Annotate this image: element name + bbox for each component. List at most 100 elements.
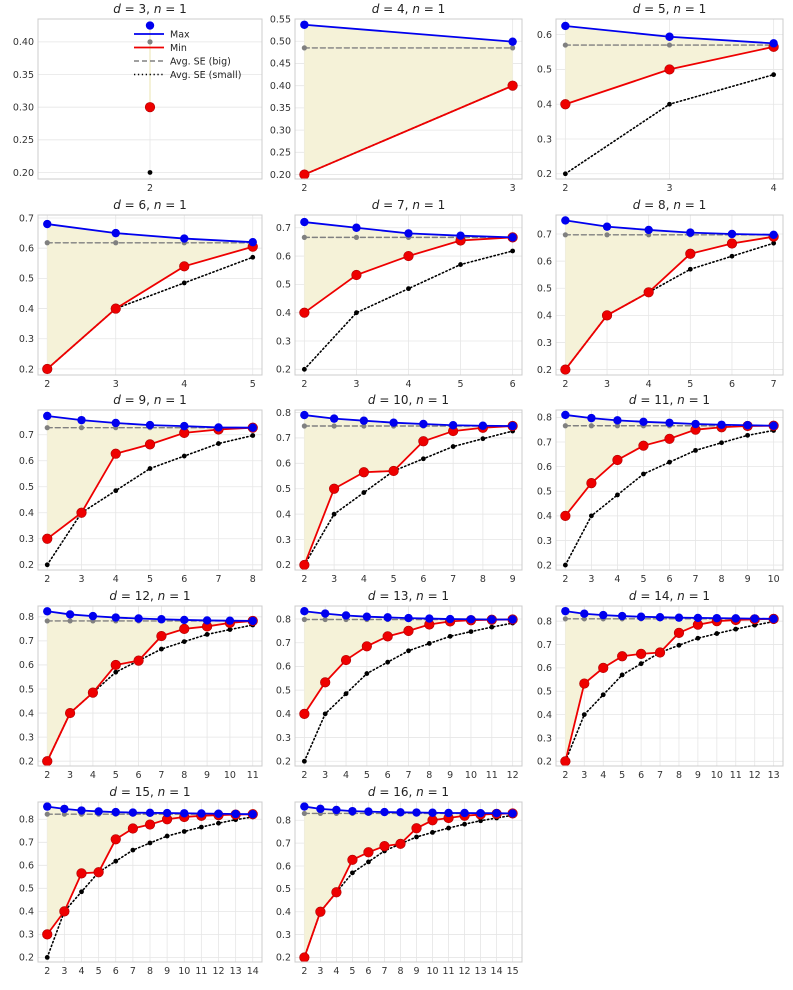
- max-point: [476, 809, 485, 818]
- title-n-value: = 1: [424, 589, 449, 603]
- x-tick-label: 14: [247, 966, 259, 977]
- y-tick-label: 0.6: [19, 456, 34, 467]
- panel-title: d = 6, n = 1: [113, 198, 187, 212]
- se-big-point: [301, 234, 307, 240]
- title-n-symbol: n: [673, 2, 681, 16]
- max-point: [561, 216, 570, 225]
- y-tick-label: 0.50: [270, 37, 291, 48]
- panel-title: d = 8, n = 1: [633, 198, 707, 212]
- x-tick-label: 3: [353, 379, 359, 390]
- max-point: [769, 421, 778, 430]
- se-big-point: [322, 616, 328, 623]
- panel-frame: [37, 214, 263, 376]
- title-d-symbol: d: [113, 393, 121, 407]
- max-point: [743, 421, 752, 430]
- title-n-symbol: n: [154, 198, 162, 212]
- min-point: [179, 623, 190, 634]
- min-point: [664, 64, 675, 75]
- y-tick-label: 0.2: [276, 560, 291, 571]
- se-big-point: [361, 423, 367, 429]
- max-point: [362, 612, 372, 621]
- title-n-value: = 1: [424, 393, 449, 407]
- max-point: [428, 808, 437, 817]
- y-tick-label: 0.4: [19, 304, 34, 315]
- panel-d7: 2 3 4 5 6 0.2 0.3 0.4 0.5 0.6 0.7 d = 7, n = 1: [276, 198, 523, 390]
- se-small-point: [406, 648, 411, 654]
- x-tick-label: 9: [745, 574, 751, 585]
- y-tick-label: 0.3: [537, 536, 552, 547]
- x-tick-label: 4: [333, 966, 339, 977]
- y-tick-label: 0.7: [19, 838, 34, 849]
- min-point: [179, 261, 190, 272]
- x-tick-label: 2: [44, 379, 50, 390]
- x-tick-label: 9: [204, 770, 210, 781]
- title-d-symbol: d: [368, 785, 376, 799]
- max-point: [599, 610, 608, 620]
- min-point: [579, 678, 590, 689]
- y-tick-label: 0.3: [537, 338, 552, 349]
- y-tick-label: 0.4: [537, 311, 552, 322]
- x-tick-label: 5: [391, 574, 397, 585]
- se-small-point: [695, 635, 701, 641]
- y-tick-label: 0.8: [276, 816, 291, 827]
- se-small-point: [510, 248, 516, 254]
- x-tick-label: 5: [619, 770, 625, 781]
- se-small-point: [458, 262, 463, 267]
- y-tick-label: 0.7: [19, 213, 34, 224]
- min-point: [156, 630, 167, 642]
- y-tick-label: 0.3: [537, 134, 552, 145]
- se-big-point: [44, 811, 50, 817]
- min-point: [379, 841, 390, 852]
- title-d-value: = 11,: [637, 393, 678, 407]
- min-point: [586, 478, 597, 489]
- title-d-symbol: d: [368, 589, 376, 603]
- se-small-line: [303, 430, 514, 566]
- x-tick-label: 3: [604, 379, 610, 390]
- x-tick-label: 7: [450, 574, 456, 585]
- title-d-value: = 4,: [379, 2, 412, 16]
- min-point: [42, 533, 53, 544]
- se-small-point: [216, 441, 221, 446]
- title-n-value: = 1: [685, 589, 710, 603]
- x-tick-label: 6: [666, 574, 672, 585]
- x-tick-label: 11: [730, 770, 742, 781]
- panel-frame: [294, 605, 523, 767]
- se-small-point: [147, 840, 153, 846]
- max-point: [300, 20, 309, 29]
- x-tick-label: 5: [113, 770, 119, 781]
- min-point: [560, 364, 571, 375]
- max-point: [94, 807, 103, 816]
- title-d-symbol: d: [113, 2, 121, 16]
- max-point: [316, 804, 325, 814]
- max-point: [300, 802, 309, 811]
- title-d-value: = 14,: [637, 589, 678, 603]
- x-tick-label: 3: [78, 574, 84, 585]
- x-tick-label: 11: [247, 770, 259, 781]
- se-small-line: [564, 429, 775, 566]
- min-point: [643, 287, 654, 298]
- legend: Max Min Avg. SE (big) Avg. SE (small): [134, 29, 241, 81]
- title-n-value: = 1: [685, 393, 710, 407]
- max-point: [248, 237, 257, 247]
- y-tick-label: 0.2: [537, 365, 552, 376]
- y-tick-label: 0.3: [276, 535, 291, 546]
- x-tick-label: 3: [322, 770, 328, 781]
- y-tick-label: 0.6: [537, 663, 552, 674]
- panel-title: d = 9, n = 1: [113, 393, 187, 407]
- x-tick-label: 5: [364, 770, 370, 781]
- min-point: [299, 559, 310, 571]
- se-small-point: [354, 310, 359, 316]
- panel-title: d = 11, n = 1: [629, 393, 710, 407]
- max-point: [727, 229, 737, 239]
- y-tick-label: 0.2: [19, 953, 34, 964]
- panel-d3: 2 0.20 0.25 0.30 0.35 0.40 d = 3, n = 1 Max Min A…: [13, 2, 263, 194]
- x-tick-label: 11: [443, 966, 455, 977]
- se-big-point: [301, 810, 307, 817]
- max-point: [478, 421, 488, 430]
- x-tick-label: 12: [459, 966, 471, 977]
- min-point: [110, 834, 121, 845]
- x-tick-label: 3: [317, 966, 323, 977]
- panel-d16: 2 3 4 5 6 7 8 9 10 11 12 13 14 15 0.2 0.3 0.4 0.5 0.6 0.7 0.…: [276, 785, 523, 977]
- max-point: [639, 417, 648, 427]
- se-small-point: [113, 669, 119, 675]
